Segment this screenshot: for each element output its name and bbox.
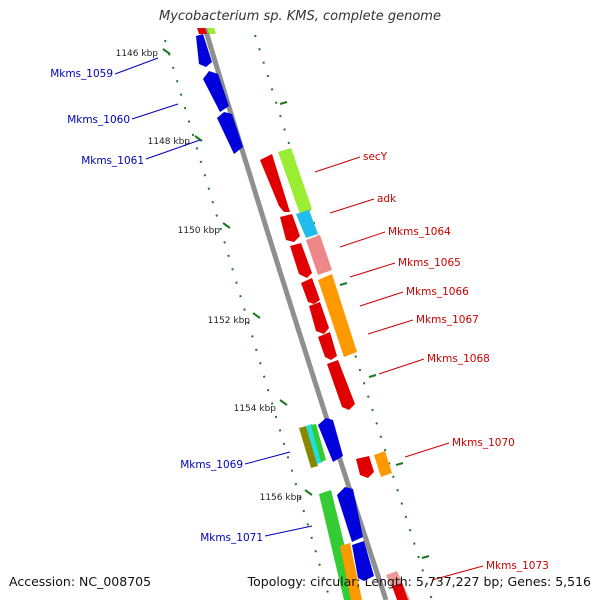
gene-mkms-1066-arrow[interactable] <box>318 274 357 357</box>
gene-label-mkms-1069[interactable]: Mkms_1069 <box>180 459 243 471</box>
tick-label-1148: 1148 kbp <box>148 137 191 147</box>
gene-label-mkms-1061[interactable]: Mkms_1061 <box>81 155 144 167</box>
gene-label-mkms-1065[interactable]: Mkms_1065 <box>398 257 461 269</box>
gene-mkms-1064-red[interactable] <box>290 243 312 278</box>
gene-label-mkms-1067[interactable]: Mkms_1067 <box>416 314 479 326</box>
partial-gene-top-red[interactable] <box>197 28 207 34</box>
gene-label-adk[interactable]: adk <box>377 193 397 205</box>
gene-label-mkms-1068[interactable]: Mkms_1068 <box>427 353 490 365</box>
gene-label-mkms-1064[interactable]: Mkms_1064 <box>388 226 451 238</box>
gene-mkms-1073-arrow[interactable] <box>392 583 408 600</box>
tick-label-1150: 1150 kbp <box>178 226 221 236</box>
gene-label-mkms-1066[interactable]: Mkms_1066 <box>406 286 469 298</box>
gene-mkms-1067-arrow[interactable] <box>309 302 329 334</box>
gene-mkms-1069-green[interactable] <box>311 424 326 462</box>
leader-lines <box>114 57 484 581</box>
gene-mkms-1061-arrow[interactable] <box>217 112 243 154</box>
gene-label-mkms-1060[interactable]: Mkms_1060 <box>67 114 130 126</box>
accession-text: Accession: NC_008705 <box>9 574 152 589</box>
gene-mkms-1067b-arrow[interactable] <box>318 332 337 360</box>
gene-adk-arrow[interactable] <box>296 210 318 238</box>
genome-backbone <box>202 28 389 600</box>
tick-label-1156: 1156 kbp <box>260 493 303 503</box>
gene-mkms-1070-arrow[interactable] <box>374 451 392 477</box>
gene-mkms-1069-arrow[interactable] <box>318 418 343 462</box>
genome-title: Mycobacterium sp. KMS, complete genome <box>159 9 441 24</box>
gene-label-mkms-1071[interactable]: Mkms_1071 <box>200 532 263 544</box>
gene-mkms-1059-arrow[interactable] <box>196 34 212 67</box>
gene-mkms-1064-arrow[interactable] <box>306 235 332 275</box>
gene-label-secy[interactable]: secY <box>363 151 388 163</box>
gene-mkms-1071b-arrow[interactable] <box>352 541 374 581</box>
gene-mkms-1069-cyan[interactable] <box>306 424 323 464</box>
partial-gene-top-green[interactable] <box>207 28 216 34</box>
gene-adk-red[interactable] <box>280 214 300 242</box>
tick-label-1154: 1154 kbp <box>234 404 277 414</box>
gene-label-mkms-1073[interactable]: Mkms_1073 <box>486 560 549 572</box>
gene-secy-bar[interactable] <box>278 148 312 214</box>
gene-mkms-1069-olive[interactable] <box>299 426 318 468</box>
gene-label-mkms-1059[interactable]: Mkms_1059 <box>50 68 113 80</box>
gene-secy-arrow[interactable] <box>260 154 290 212</box>
tick-label-1146: 1146 kbp <box>116 49 159 59</box>
gene-mkms-1071-orange[interactable] <box>340 543 362 600</box>
outer-green-dashes <box>279 101 430 559</box>
tick-label-1152: 1152 kbp <box>208 316 251 326</box>
gene-mkms-1071-arrow[interactable] <box>337 487 363 542</box>
kbp-ticks: 1146 kbp 1148 kbp 1150 kbp 1152 kbp 1154… <box>116 48 313 503</box>
gene-mkms-1060-arrow[interactable] <box>203 71 229 112</box>
gene-mkms-1070-red[interactable] <box>356 456 374 478</box>
outer-guide-dots <box>164 34 433 600</box>
gene-mkms-1065-arrow[interactable] <box>301 278 320 304</box>
genome-summary-text: Topology: circular; Length: 5,737,227 bp… <box>247 574 591 589</box>
gene-mkms-1068-arrow[interactable] <box>327 360 355 410</box>
gene-label-mkms-1070[interactable]: Mkms_1070 <box>452 437 515 449</box>
